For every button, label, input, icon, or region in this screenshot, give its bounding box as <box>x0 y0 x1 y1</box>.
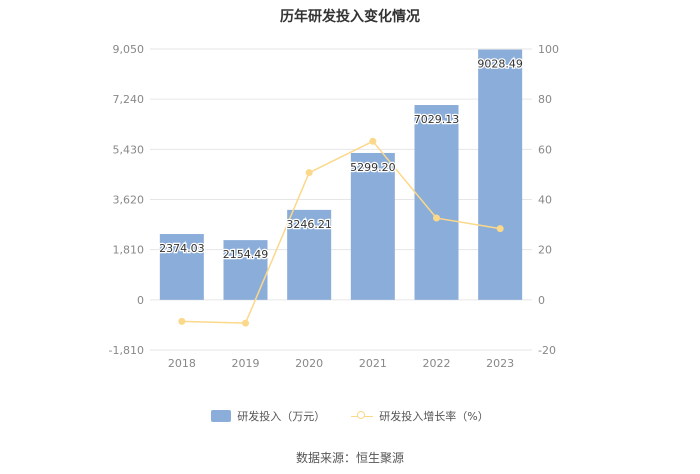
bar-rd-investment <box>287 209 332 300</box>
bar-data-label: 7029.13 <box>414 113 460 126</box>
y-left-tick-label: -1,810 <box>109 344 144 357</box>
legend-line-swatch <box>351 410 374 422</box>
chart-plot: 2374.03 2154.49 3246.21 5299.20 7029.13 9028.… <box>109 43 559 370</box>
bar-data-label: 2374.03 <box>159 242 205 255</box>
legend: 研发投入（万元） 研发投入增长率（%） <box>0 408 700 424</box>
bar-data-label: 2154.49 <box>223 248 269 261</box>
chart-title: 历年研发投入变化情况 <box>280 9 420 25</box>
x-tick-label: 2023 <box>486 357 514 370</box>
bar-data-label: 3246.21 <box>286 218 332 231</box>
bar-rd-investment <box>350 152 395 300</box>
bar-rd-investment <box>159 234 204 300</box>
y-right-tick-label: 80 <box>538 93 552 106</box>
x-tick-label: 2020 <box>295 357 323 370</box>
source-note: 数据来源：恒生聚源 <box>295 451 404 465</box>
y-left-tick-label: 1,810 <box>113 244 145 257</box>
x-tick-label: 2021 <box>359 357 387 370</box>
y-left-tick-label: 7,240 <box>113 93 145 106</box>
legend-label-growth-rate: 研发投入增长率（%） <box>379 410 489 423</box>
bar-rd-investment <box>478 49 523 300</box>
y-right-tick-label: 0 <box>538 294 545 307</box>
growth-line-series <box>178 137 504 327</box>
bar-data-label: 5299.20 <box>350 161 396 174</box>
growth-point <box>496 225 504 233</box>
y-right-tick-label: 40 <box>538 194 552 207</box>
growth-line <box>181 140 501 324</box>
data-labels: 2374.03 2154.49 3246.21 5299.20 7029.13 9028.… <box>158 56 524 262</box>
y-right-tick-label: 60 <box>538 143 552 156</box>
y-left-tick-label: 0 <box>137 294 144 307</box>
x-tick-label: 2018 <box>168 357 196 370</box>
grid-lines <box>150 48 532 351</box>
y-left-tick-label: 3,620 <box>113 194 145 207</box>
axis-labels: -1,810 -20 0 0 1,810 20 3,620 40 5,430 60 7,240 80 9… <box>109 43 559 370</box>
growth-point <box>369 137 377 145</box>
bar-series <box>159 49 523 300</box>
y-left-tick-label: 9,050 <box>113 43 145 56</box>
legend-bar-swatch <box>211 410 232 422</box>
growth-point <box>305 169 313 177</box>
legend-label-rd-investment: 研发投入（万元） <box>237 410 326 423</box>
x-tick-label: 2019 <box>232 357 260 370</box>
x-tick-label: 2022 <box>423 357 451 370</box>
growth-point <box>242 319 249 327</box>
legend-item-growth-rate[interactable]: 研发投入增长率（%） <box>351 408 489 424</box>
bar-data-label: 9028.49 <box>477 58 523 71</box>
y-right-tick-label: -20 <box>538 344 556 357</box>
y-left-tick-label: 5,430 <box>113 143 145 156</box>
growth-point <box>178 317 186 325</box>
legend-item-rd-investment[interactable]: 研发投入（万元） <box>211 408 325 424</box>
y-right-tick-label: 100 <box>538 43 559 56</box>
y-right-tick-label: 20 <box>538 244 552 257</box>
growth-point <box>433 214 440 222</box>
bar-rd-investment <box>414 105 459 300</box>
